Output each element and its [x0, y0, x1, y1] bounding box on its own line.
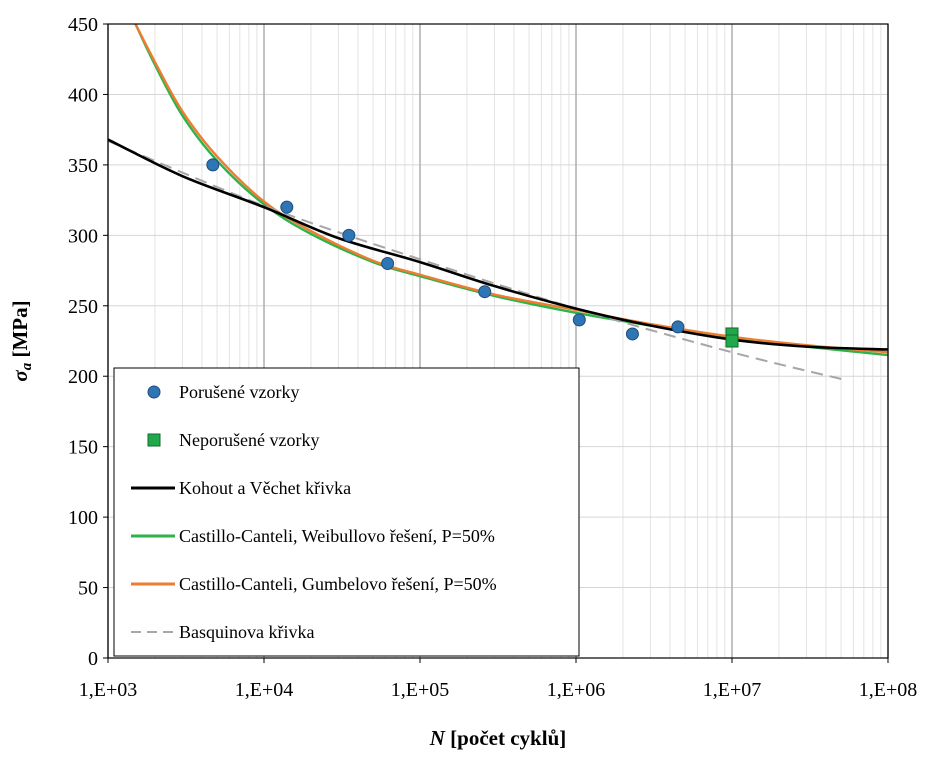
data-point-porusene-vzorky: [572, 313, 586, 327]
y-axis-subscript: a: [19, 362, 35, 370]
x-tick-labels: 1,E+03 1,E+04 1,E+05 1,E+06 1,E+07 1,E+08: [79, 658, 918, 701]
y-tick-label: 200: [68, 366, 98, 388]
y-tick-label: 100: [68, 507, 98, 529]
x-axis-label: N [počet cyklů]: [429, 726, 567, 750]
y-tick-label: 450: [68, 14, 98, 36]
data-point-porusene-vzorky: [280, 200, 294, 214]
y-axis-symbol: σ: [8, 370, 32, 382]
data-point-neporusene-vzorky: [725, 334, 739, 348]
legend-label-kohout-a-vechet-krivka: Kohout a Věchet křivka: [179, 478, 351, 498]
y-tick-label: 400: [68, 84, 98, 106]
data-point-porusene-vzorky: [478, 285, 492, 299]
y-tick-label: 250: [68, 296, 98, 318]
legend-label-porusene-vzorky: Porušené vzorky: [179, 382, 299, 402]
point-series: [206, 158, 739, 348]
legend-marker-neporusene-vzorky: [147, 433, 161, 447]
legend-label-basquinova-krivka: Basquinova křivka: [179, 622, 314, 642]
x-tick-label: 1,E+08: [859, 679, 918, 701]
legend-label-neporusene-vzorky: Neporušené vzorky: [179, 430, 319, 450]
y-tick-label: 150: [68, 437, 98, 459]
y-axis-text: [MPa]: [8, 300, 32, 362]
legend-box: [113, 367, 580, 657]
x-tick-label: 1,E+07: [703, 679, 762, 701]
legend-marker-porusene-vzorky: [147, 385, 161, 399]
x-tick-label: 1,E+05: [391, 679, 450, 701]
data-point-porusene-vzorky: [625, 327, 639, 341]
legend-label-castillo-canteli-gumbelovo-reseni-p-50: Castillo-Canteli, Gumbelovo řešení, P=50…: [179, 574, 497, 594]
legend-label-castillo-canteli-weibullovo-reseni-p-50: Castillo-Canteli, Weibullovo řešení, P=5…: [179, 526, 495, 546]
series-line-kohout-a-vechet-krivka: [108, 138, 888, 351]
y-tick-label: 50: [78, 578, 98, 600]
data-point-porusene-vzorky: [671, 320, 685, 334]
y-axis-label: σa [MPa]: [8, 300, 35, 381]
y-tick-label: 350: [68, 155, 98, 177]
x-axis-text: [počet cyklů]: [445, 726, 566, 750]
y-tick-label: 300: [68, 225, 98, 247]
data-point-porusene-vzorky: [342, 228, 356, 242]
data-point-porusene-vzorky: [381, 257, 395, 271]
x-tick-label: 1,E+06: [547, 679, 606, 701]
x-tick-label: 1,E+04: [235, 679, 294, 701]
legend: Porušené vzorky Neporušené vzorky Kohout a…: [113, 367, 580, 657]
data-point-porusene-vzorky: [206, 158, 220, 172]
series-line-basquinova-krivka: [108, 140, 848, 382]
y-tick-label: 0: [88, 648, 98, 670]
x-tick-label: 1,E+03: [79, 679, 138, 701]
y-tick-labels: 0 50 100 150 200 250 300 350 400 450: [68, 14, 108, 670]
plot-border: [107, 23, 889, 659]
x-axis-symbol: N: [429, 726, 446, 750]
